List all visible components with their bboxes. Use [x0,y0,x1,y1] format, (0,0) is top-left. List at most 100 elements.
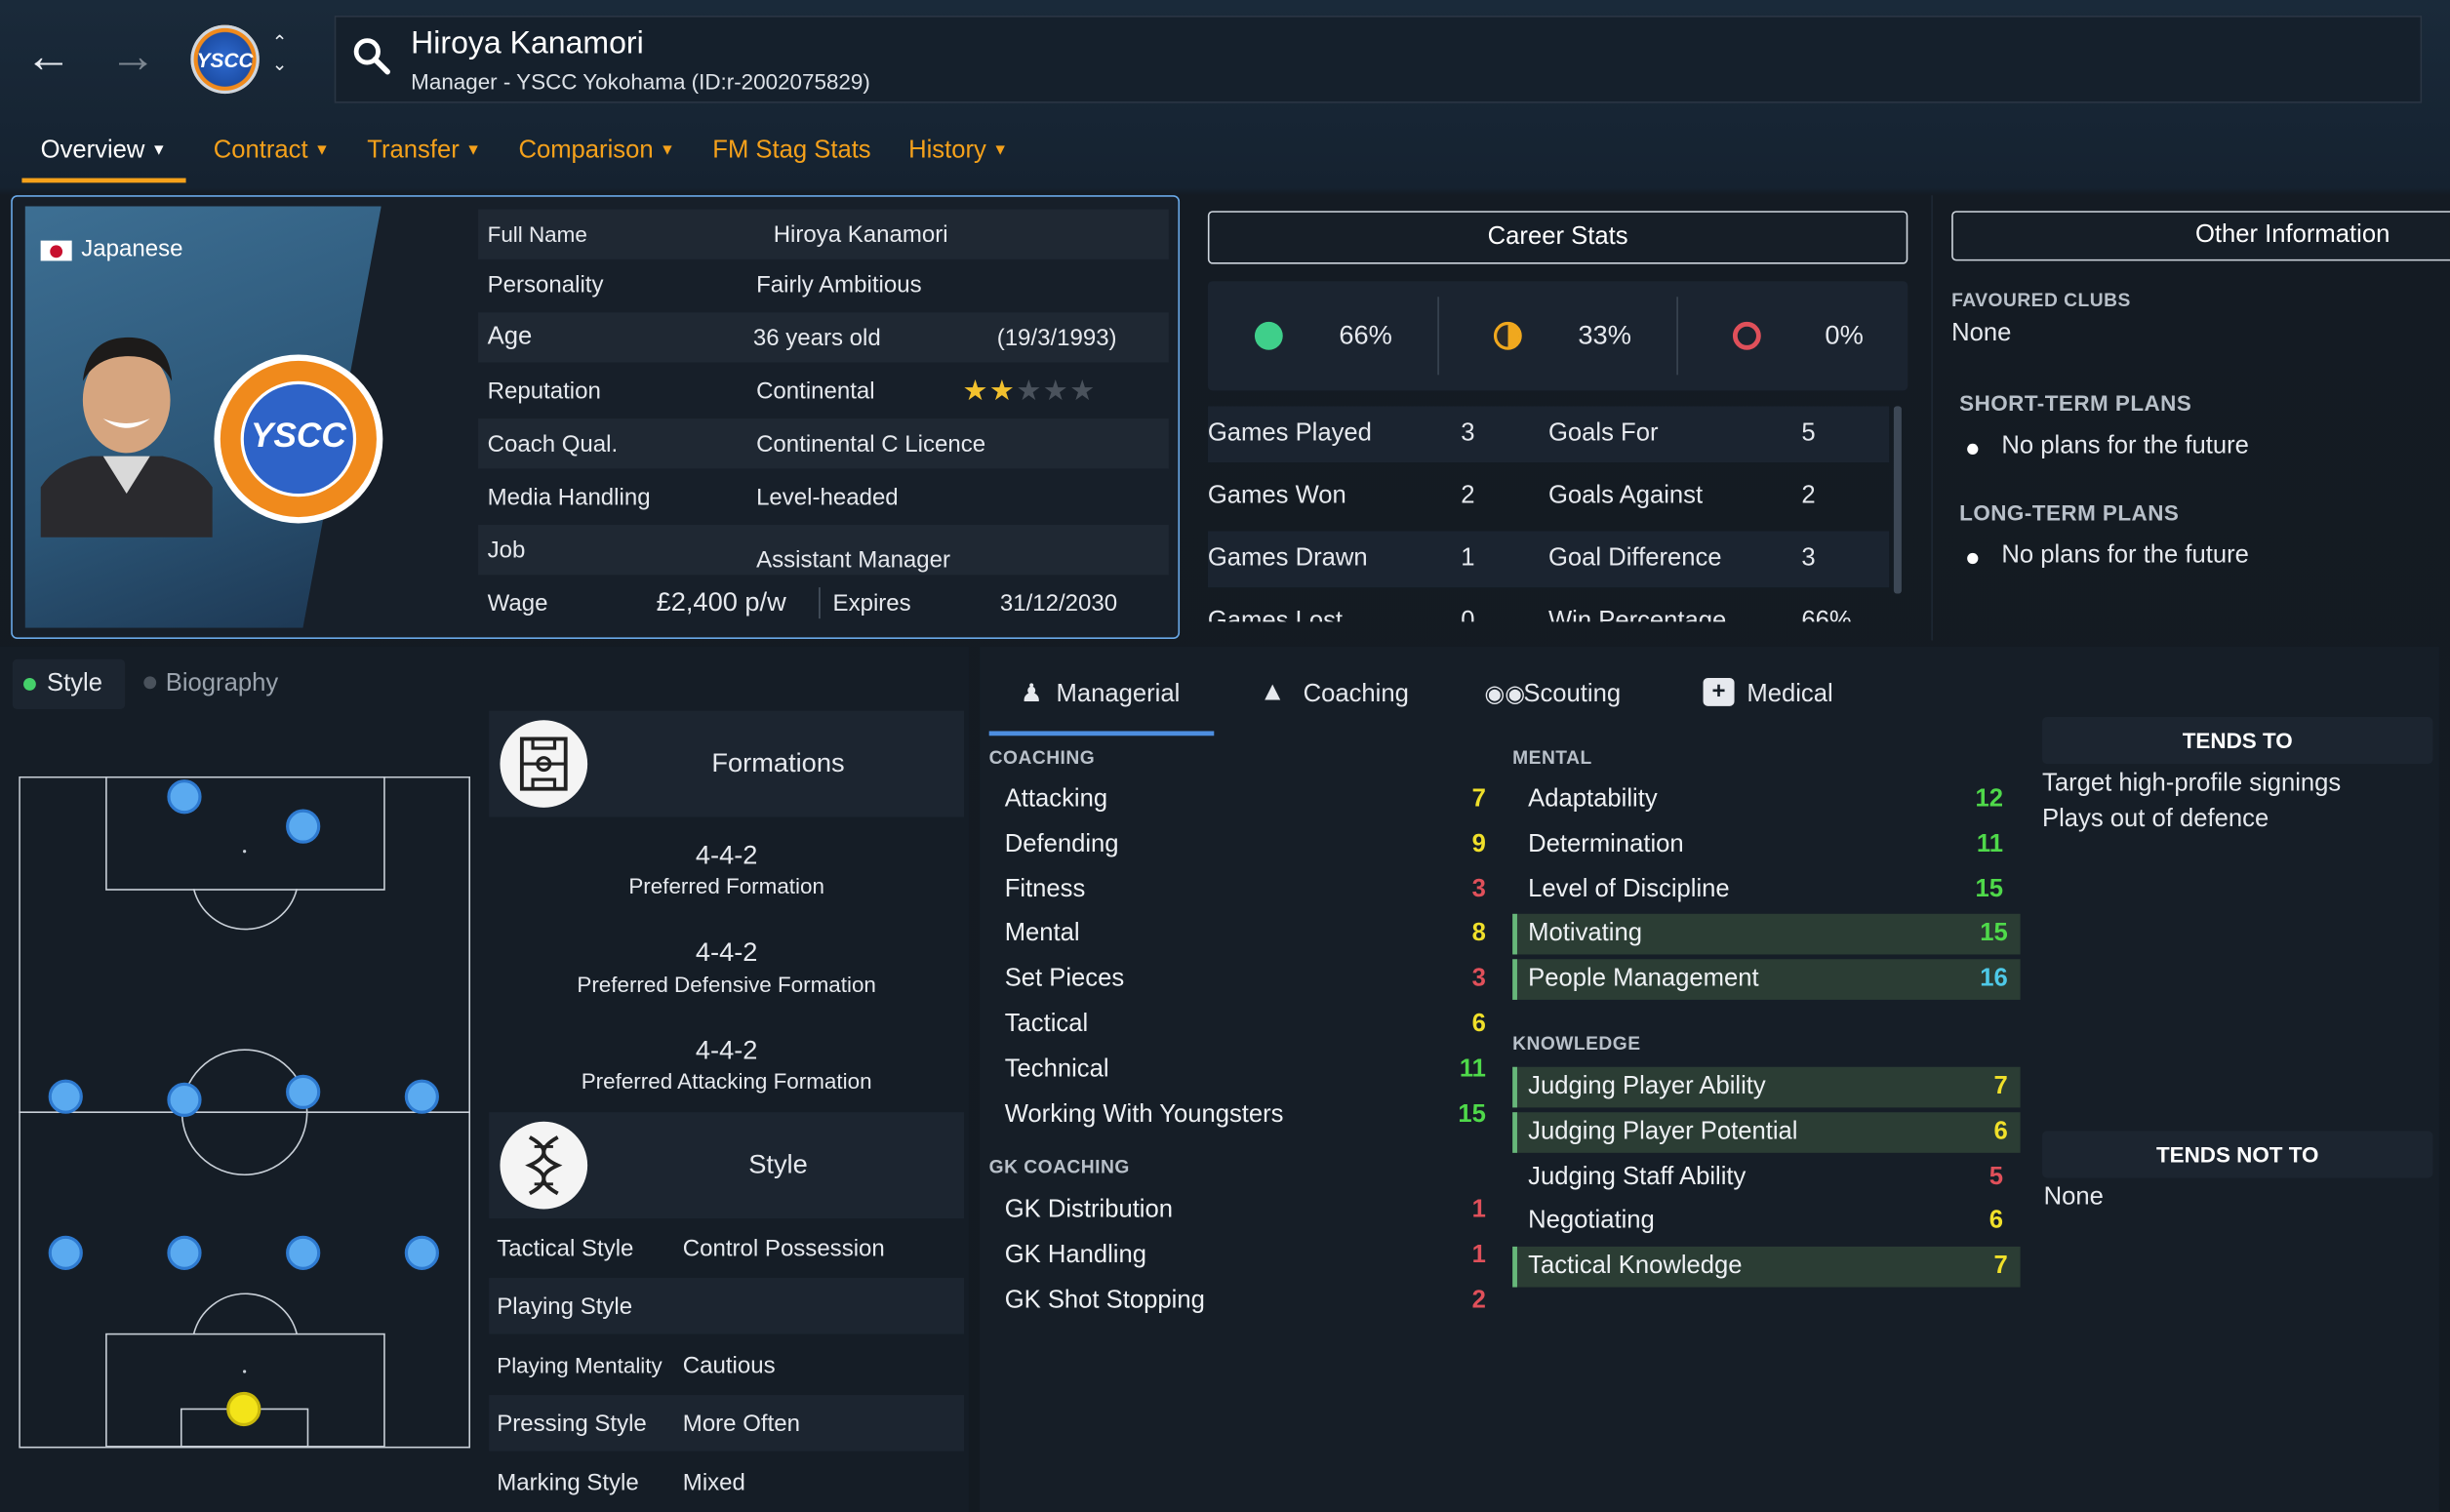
career-stats-scrollbar[interactable] [1893,406,1902,594]
attribute-value: 15 [1458,1100,1486,1128]
attribute-row[interactable]: Tactical 6 [989,1005,1499,1046]
style-label: Playing Mentality [497,1352,663,1378]
tab-label: Contract [213,137,308,165]
forward-arrow-icon[interactable]: → [109,31,157,83]
player-position-marker[interactable] [167,1082,202,1118]
attacking-formation-value: 4-4-2 [695,1035,758,1066]
attribute-row[interactable]: Working With Youngsters 15 [989,1094,1499,1135]
tab-history[interactable]: History ▼ [890,125,1026,178]
style-toggle[interactable]: Style [12,658,126,710]
club-badge[interactable]: YSCC [190,24,260,95]
tab-contract[interactable]: Contract ▼ [195,125,349,178]
attribute-row[interactable]: GK Handling 1 [989,1235,1499,1276]
attribute-value: 15 [1980,920,2008,948]
attribute-name: Working With Youngsters [1004,1100,1284,1128]
player-position-marker[interactable] [48,1235,83,1270]
attribute-row[interactable]: Level of Discipline 15 [1512,869,2016,910]
attribute-value: 6 [1471,1011,1486,1038]
attribute-row[interactable]: GK Distribution 1 [989,1190,1499,1231]
tab-transfer[interactable]: Transfer ▼ [348,125,500,178]
stat-value: 1 [1461,544,1475,573]
attribute-row[interactable]: Tactical Knowledge 7 [1512,1247,2021,1288]
player-position-marker[interactable] [404,1235,439,1270]
attacking-formation-label: Preferred Attacking Formation [581,1068,872,1094]
attribute-row[interactable]: Fitness 3 [989,869,1499,910]
divider [1931,195,1933,641]
player-position-marker[interactable] [286,1074,321,1109]
player-position-marker[interactable] [167,779,202,815]
attribute-row[interactable]: Judging Player Ability 7 [1512,1066,2021,1108]
attribute-value: 15 [1975,875,2003,902]
coach-qual-value: Continental C Licence [756,430,986,458]
tab-label: Comparison [518,137,654,165]
attribute-row[interactable]: People Management 16 [1512,959,2021,1001]
tends-not-to-header: TENDS NOT TO [2042,1131,2433,1178]
player-position-marker[interactable] [48,1079,83,1114]
manager-photo [40,319,213,537]
tab-managerial[interactable]: ♟ Managerial [988,668,1215,736]
attribute-row[interactable]: Set Pieces 3 [989,960,1499,1001]
attribute-value: 7 [1993,1073,2008,1100]
stat-row: Games Drawn 1 Goal Difference 3 [1207,531,1890,588]
bullet-icon [1967,443,1979,456]
draw-icon [1493,321,1522,350]
main-tabs: Overview ▼ Contract ▼ Transfer ▼ Comparison… [21,125,1026,183]
tends-to-header: TENDS TO [2042,717,2433,765]
reputation-stars: ★★★★★ [962,374,1097,406]
other-information-title[interactable]: Other Information [1951,211,2450,261]
search-icon[interactable] [351,36,392,77]
whistle-icon: ▲ [1259,676,1286,706]
attribute-name: Adaptability [1528,785,1658,813]
player-position-marker[interactable] [404,1079,439,1114]
player-position-marker[interactable] [286,1235,321,1270]
defensive-formation-value: 4-4-2 [695,936,758,968]
attribute-row[interactable]: Motivating 15 [1512,914,2021,956]
tab-overview[interactable]: Overview ▼ [21,125,185,183]
player-position-marker[interactable] [286,809,321,844]
tab-comparison[interactable]: Comparison ▼ [500,125,694,178]
back-arrow-icon[interactable]: ← [24,31,72,83]
style-label: Tactical Style [497,1234,634,1262]
attribute-row[interactable]: Determination 11 [1512,824,2016,865]
stat-label: Games Lost [1207,607,1344,622]
attribute-row[interactable]: Mental 8 [989,914,1499,955]
nationality: Japanese [81,235,183,263]
attribute-value: 3 [1471,965,1486,993]
tab-coaching[interactable]: ▲ Coaching [1257,668,1444,731]
style-title: Style [748,1149,808,1180]
stat-label: Games Played [1207,419,1372,448]
stat-label: Goals Against [1547,482,1704,510]
attribute-row[interactable]: Judging Player Potential 6 [1512,1111,2021,1153]
attribute-name: Judging Staff Ability [1528,1163,1747,1190]
biography-toggle[interactable]: Biography [165,670,279,697]
attribute-row[interactable]: GK Shot Stopping 2 [989,1280,1499,1321]
mental-section-label: MENTAL [1512,746,1592,769]
tactics-board-icon [500,720,588,808]
gk-coaching-section-label: GK COACHING [988,1156,1130,1178]
goalkeeper-marker[interactable] [226,1391,261,1427]
tab-scouting[interactable]: ◉◉ Scouting [1481,668,1653,731]
row-label: Coach Qual. [487,430,619,458]
style-value: Control Possession [682,1234,885,1262]
attribute-name: Tactical [1004,1011,1089,1038]
row-label: Personality [487,270,604,298]
attribute-row[interactable]: Negotiating 6 [1512,1202,2016,1243]
attribute-row[interactable]: Defending 9 [989,824,1499,865]
stat-value: 0 [1461,607,1475,622]
win-icon [1254,321,1283,350]
media-handling-row: Media Handling Level-headed [478,472,1169,522]
attribute-row[interactable]: Adaptability 12 [1512,779,2016,820]
player-position-marker[interactable] [167,1235,202,1270]
tab-medical[interactable]: + Medical [1700,668,1871,731]
attribute-row[interactable]: Attacking 7 [989,779,1499,820]
attribute-row[interactable]: Judging Staff Ability 5 [1512,1157,2016,1198]
career-stats-title[interactable]: Career Stats [1207,211,1908,264]
tab-fm-stag-stats[interactable]: FM Stag Stats [694,125,890,178]
tab-label: Transfer [367,137,460,165]
attribute-row[interactable]: Technical 11 [989,1050,1499,1091]
attribute-value: 11 [1976,830,2003,857]
manager-icon: ♟ [1020,681,1043,708]
club-switcher-icon[interactable]: ⌃ ⌄ [271,31,288,75]
tab-label: Medical [1747,681,1833,708]
tab-label: History [908,137,986,165]
